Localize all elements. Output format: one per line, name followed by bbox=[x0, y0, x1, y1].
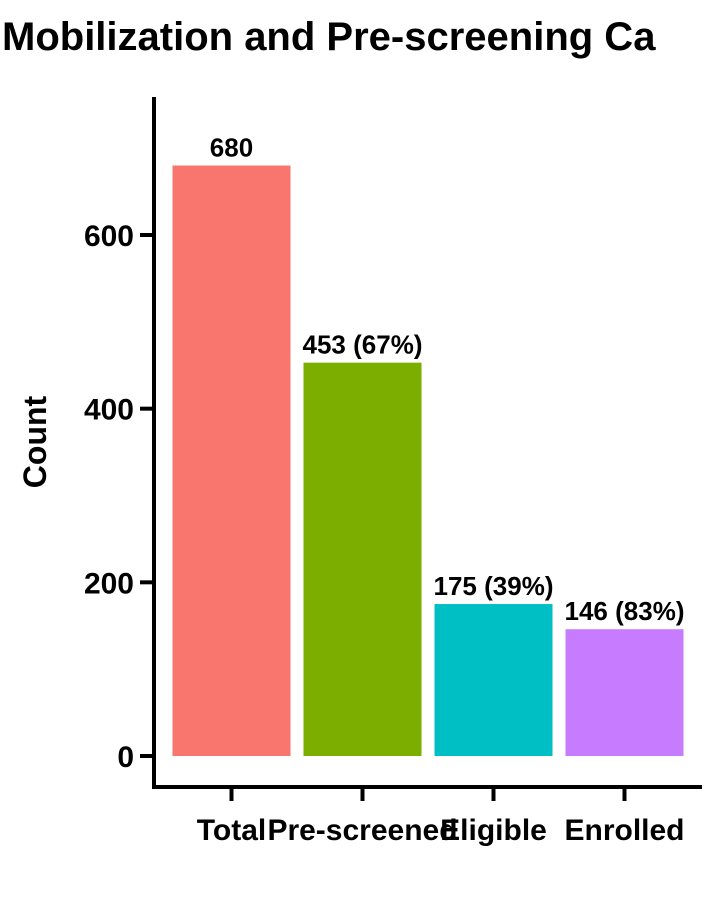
bars-group bbox=[172, 165, 684, 757]
bar-pre-screened bbox=[303, 362, 422, 756]
data-label-pre-screened: 453 (67%) bbox=[303, 330, 423, 360]
bar-eligible bbox=[434, 604, 553, 756]
data-label-total: 680 bbox=[210, 133, 253, 163]
y-axis-ticks: 0 200 400 600 bbox=[84, 220, 154, 774]
data-label-eligible: 175 (39%) bbox=[434, 571, 554, 601]
y-tick-label: 400 bbox=[84, 394, 134, 427]
data-labels-group: 680 453 (67%) 175 (39%) 146 (83%) bbox=[210, 133, 685, 627]
x-tick-label-eligible: Eligible bbox=[440, 814, 547, 847]
x-tick-label-total: Total bbox=[197, 814, 266, 847]
y-tick-label: 0 bbox=[117, 741, 134, 774]
bar-enrolled bbox=[565, 629, 684, 756]
y-axis-title: Count bbox=[17, 395, 53, 488]
y-tick-label: 200 bbox=[84, 567, 134, 600]
bar-total bbox=[172, 165, 291, 757]
chart-title: Mobilization and Pre-screening Ca bbox=[2, 15, 656, 59]
data-label-enrolled: 146 (83%) bbox=[565, 596, 685, 626]
y-tick-label: 600 bbox=[84, 220, 134, 253]
x-tick-label-enrolled: Enrolled bbox=[564, 814, 684, 847]
x-tick-label-pre-screened: Pre-screened bbox=[267, 814, 457, 847]
